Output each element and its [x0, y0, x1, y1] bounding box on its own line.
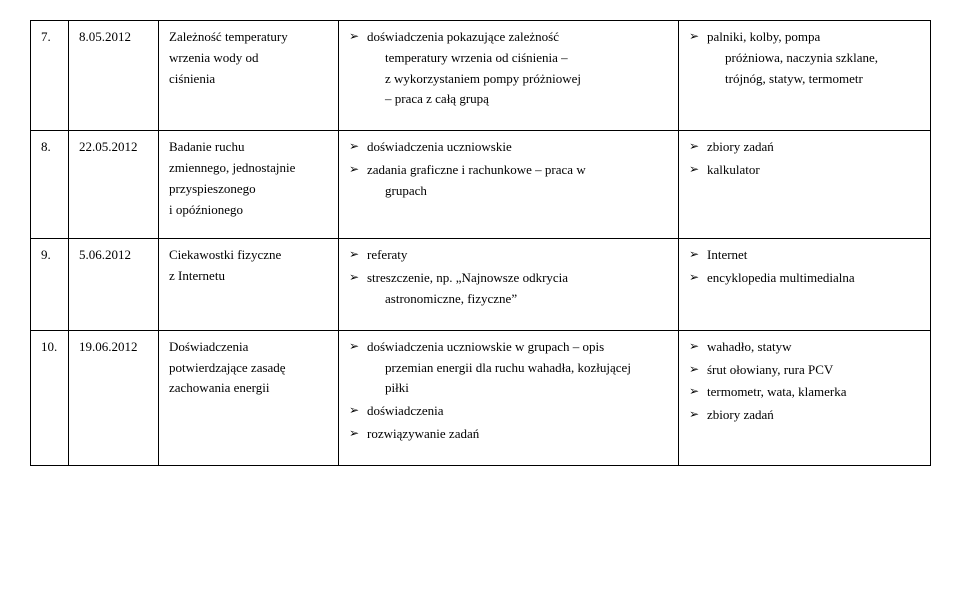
list-item: śrut ołowiany, rura PCV — [689, 360, 920, 381]
list-item: encyklopedia multimedialna — [689, 268, 920, 289]
list-item: doświadczenia — [349, 401, 668, 422]
list-item: referaty — [349, 245, 668, 266]
row-materials: wahadło, statywśrut ołowiany, rura PCVte… — [679, 330, 931, 465]
list-item: termometr, wata, klamerka — [689, 382, 920, 403]
list-item: doświadczenia uczniowskie — [349, 137, 668, 158]
schedule-table: 7.8.05.2012Zależność temperaturywrzenia … — [30, 20, 931, 466]
list-item: kalkulator — [689, 160, 920, 181]
row-number: 7. — [31, 21, 69, 131]
arrow-list: referatystreszczenie, np. „Najnowsze odk… — [349, 245, 668, 309]
row-number: 8. — [31, 131, 69, 239]
row-topic: Doświadczeniapotwierdzające zasadęzachow… — [159, 330, 339, 465]
table-row: 9.5.06.2012Ciekawostki fizycznez Interne… — [31, 239, 931, 330]
arrow-list: wahadło, statywśrut ołowiany, rura PCVte… — [689, 337, 920, 426]
table-row: 10.19.06.2012Doświadczeniapotwierdzające… — [31, 330, 931, 465]
arrow-list: doświadczenia uczniowskie w grupach – op… — [349, 337, 668, 445]
list-item: rozwiązywanie zadań — [349, 424, 668, 445]
row-number: 10. — [31, 330, 69, 465]
row-materials: palniki, kolby, pompapróżniowa, naczynia… — [679, 21, 931, 131]
row-date: 19.06.2012 — [69, 330, 159, 465]
row-date: 22.05.2012 — [69, 131, 159, 239]
arrow-list: doświadczenia uczniowskiezadania graficz… — [349, 137, 668, 201]
list-item: palniki, kolby, pompapróżniowa, naczynia… — [689, 27, 920, 89]
row-activities: doświadczenia pokazujące zależnośćtemper… — [339, 21, 679, 131]
row-materials: zbiory zadańkalkulator — [679, 131, 931, 239]
list-item: zbiory zadań — [689, 405, 920, 426]
list-item: wahadło, statyw — [689, 337, 920, 358]
table-row: 8.22.05.2012Badanie ruchuzmiennego, jedn… — [31, 131, 931, 239]
arrow-list: zbiory zadańkalkulator — [689, 137, 920, 181]
list-item: streszczenie, np. „Najnowsze odkryciaast… — [349, 268, 668, 310]
row-activities: doświadczenia uczniowskiezadania graficz… — [339, 131, 679, 239]
row-topic: Zależność temperaturywrzenia wody odciśn… — [159, 21, 339, 131]
list-item: doświadczenia pokazujące zależnośćtemper… — [349, 27, 668, 110]
list-item: zadania graficzne i rachunkowe – praca w… — [349, 160, 668, 202]
arrow-list: doświadczenia pokazujące zależnośćtemper… — [349, 27, 668, 110]
table-body: 7.8.05.2012Zależność temperaturywrzenia … — [31, 21, 931, 466]
table-row: 7.8.05.2012Zależność temperaturywrzenia … — [31, 21, 931, 131]
arrow-list: Internetencyklopedia multimedialna — [689, 245, 920, 289]
row-materials: Internetencyklopedia multimedialna — [679, 239, 931, 330]
row-topic: Badanie ruchuzmiennego, jednostajnieprzy… — [159, 131, 339, 239]
arrow-list: palniki, kolby, pompapróżniowa, naczynia… — [689, 27, 920, 89]
row-topic: Ciekawostki fizycznez Internetu — [159, 239, 339, 330]
row-activities: doświadczenia uczniowskie w grupach – op… — [339, 330, 679, 465]
row-number: 9. — [31, 239, 69, 330]
list-item: zbiory zadań — [689, 137, 920, 158]
row-activities: referatystreszczenie, np. „Najnowsze odk… — [339, 239, 679, 330]
list-item: Internet — [689, 245, 920, 266]
row-date: 8.05.2012 — [69, 21, 159, 131]
row-date: 5.06.2012 — [69, 239, 159, 330]
list-item: doświadczenia uczniowskie w grupach – op… — [349, 337, 668, 399]
